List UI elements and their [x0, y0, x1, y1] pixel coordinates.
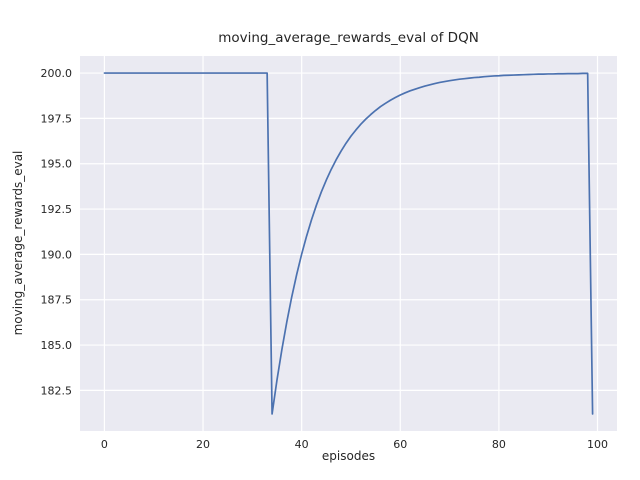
x-tick-label: 0: [101, 438, 108, 451]
y-tick-label: 200.0: [41, 67, 73, 80]
y-tick-label: 185.0: [41, 339, 73, 352]
x-axis-label: episodes: [321, 449, 376, 463]
y-tick-label: 190.0: [41, 248, 73, 261]
y-tick-label: 192.5: [41, 203, 73, 216]
series-line: [103, 72, 594, 415]
x-tick-label: 40: [295, 438, 309, 451]
y-tick-label: 195.0: [41, 158, 73, 171]
x-tick-label: 100: [587, 438, 608, 451]
x-tick-label: 60: [393, 438, 407, 451]
x-tick-label: 80: [492, 438, 506, 451]
y-tick-label: 187.5: [41, 294, 73, 307]
chart-title: moving_average_rewards_eval of DQN: [218, 30, 479, 46]
y-axis-label: moving_average_rewards_eval: [11, 150, 25, 336]
axes-background: [80, 56, 617, 431]
x-tick-label: 20: [196, 438, 210, 451]
y-tick-label: 197.5: [41, 112, 73, 125]
y-tick-label: 182.5: [41, 384, 73, 397]
